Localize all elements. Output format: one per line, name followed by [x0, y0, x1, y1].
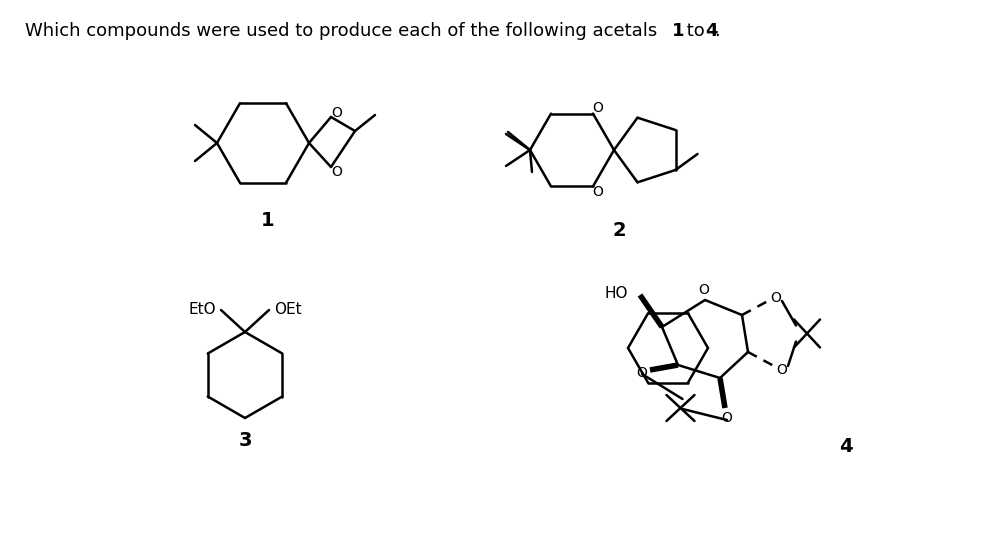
Text: 4: 4	[839, 438, 853, 457]
Text: O: O	[332, 165, 342, 179]
Text: O: O	[637, 366, 647, 380]
Text: HO: HO	[604, 286, 628, 300]
Text: .: .	[714, 22, 719, 40]
Text: O: O	[770, 291, 781, 305]
Text: 1: 1	[261, 211, 275, 230]
Text: 4: 4	[705, 22, 717, 40]
Text: 1: 1	[672, 22, 685, 40]
Text: O: O	[776, 363, 787, 377]
Text: EtO: EtO	[188, 301, 215, 317]
Text: O: O	[699, 283, 709, 297]
Text: O: O	[592, 185, 603, 199]
Text: 3: 3	[238, 431, 252, 450]
Text: O: O	[721, 411, 732, 425]
Text: OEt: OEt	[275, 301, 302, 317]
Text: Which compounds were used to produce each of the following acetals: Which compounds were used to produce eac…	[25, 22, 663, 40]
Text: 2: 2	[612, 220, 626, 239]
Text: O: O	[332, 106, 342, 120]
Text: O: O	[592, 100, 603, 115]
Text: to: to	[681, 22, 710, 40]
